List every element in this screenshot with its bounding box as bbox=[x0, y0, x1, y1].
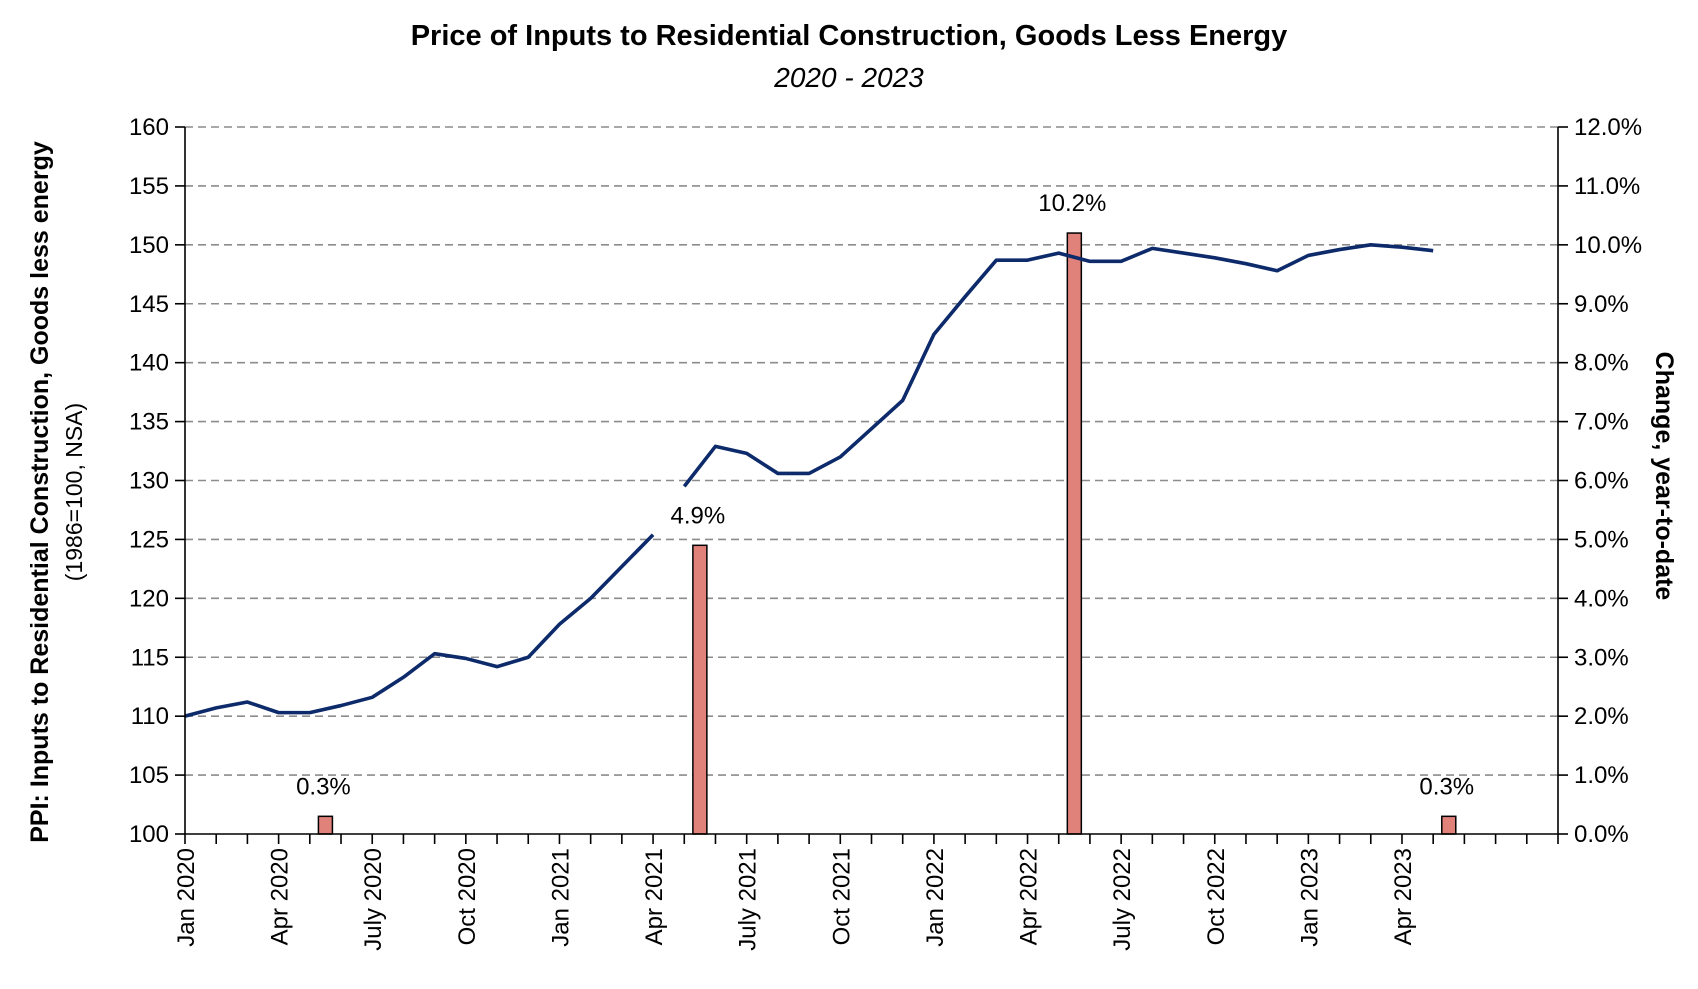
chart-subtitle: 2020 - 2023 bbox=[774, 62, 924, 93]
x-tick-label: Oct 2022 bbox=[1203, 848, 1230, 945]
bar-series bbox=[317, 232, 1457, 835]
x-tick-label: Apr 2022 bbox=[1016, 848, 1043, 945]
bar bbox=[692, 544, 708, 835]
y2-tick-label: 6.0% bbox=[1574, 468, 1629, 495]
bar bbox=[317, 815, 334, 835]
line-series bbox=[184, 243, 1434, 718]
y2-axis-title: Change, year-to-date bbox=[1650, 352, 1678, 601]
price-index-line bbox=[184, 533, 655, 718]
y-tick-label: 125 bbox=[129, 526, 169, 553]
y2-tick-label: 9.0% bbox=[1574, 291, 1629, 318]
y-tick-label: 160 bbox=[129, 114, 169, 141]
y2-tick-label: 5.0% bbox=[1574, 526, 1629, 553]
x-tick-label: Jan 2022 bbox=[922, 848, 949, 947]
bar bbox=[1441, 815, 1457, 835]
y-tick-label: 145 bbox=[129, 291, 169, 318]
y2-tick-label: 4.0% bbox=[1574, 585, 1629, 612]
bar-data-label: 4.9% bbox=[671, 502, 726, 529]
y-tick-label: 150 bbox=[129, 232, 169, 259]
x-tick-label: July 2021 bbox=[735, 848, 762, 951]
x-tick-label: Jan 2020 bbox=[173, 848, 200, 947]
axes: 100 0.0% 105 1.0% 110 2.0% 115 3.0% 120 4.0% 125 5.… bbox=[129, 114, 1642, 951]
y2-tick-label: 2.0% bbox=[1574, 703, 1629, 730]
y-tick-label: 100 bbox=[129, 821, 169, 848]
y-tick-label: 110 bbox=[131, 703, 169, 730]
x-tick-label: Apr 2020 bbox=[267, 848, 294, 945]
x-tick-label: Oct 2021 bbox=[828, 848, 855, 945]
y-axis-title: PPI: Inputs to Residential Construction,… bbox=[26, 141, 54, 843]
y-axis-subtitle: (1986=100, NSA) bbox=[61, 403, 87, 581]
y2-tick-label: 3.0% bbox=[1574, 644, 1629, 671]
y-tick-label: 135 bbox=[129, 409, 169, 436]
y2-tick-label: 1.0% bbox=[1574, 762, 1629, 789]
y2-tick-label: 8.0% bbox=[1574, 350, 1629, 377]
y2-tick-label: 0.0% bbox=[1574, 821, 1629, 848]
y-tick-label: 155 bbox=[129, 173, 169, 200]
x-tick-label: Apr 2021 bbox=[641, 848, 668, 945]
bar bbox=[1066, 232, 1083, 835]
gridlines bbox=[185, 126, 1558, 776]
x-tick-label: Apr 2023 bbox=[1390, 848, 1417, 945]
x-tick-label: Jan 2021 bbox=[547, 848, 574, 947]
data-labels: 0.3% 4.9% 10.2% 0.3% bbox=[296, 190, 1474, 800]
y-tick-label: 115 bbox=[131, 644, 169, 671]
y-tick-label: 130 bbox=[129, 468, 169, 495]
y-tick-label: 140 bbox=[129, 350, 169, 377]
y-tick-label: 105 bbox=[129, 762, 169, 789]
price-index-line bbox=[682, 243, 1434, 488]
x-tick-label: July 2020 bbox=[360, 848, 387, 951]
bar-data-label: 0.3% bbox=[296, 773, 351, 800]
x-tick-label: Oct 2020 bbox=[454, 848, 481, 945]
bar-data-label: 10.2% bbox=[1038, 190, 1106, 217]
y-tick-label: 120 bbox=[129, 585, 169, 612]
y2-tick-label: 12.0% bbox=[1574, 114, 1642, 141]
y2-tick-label: 11.0% bbox=[1574, 173, 1640, 200]
x-tick-label: July 2022 bbox=[1109, 848, 1136, 951]
chart-title: Price of Inputs to Residential Construct… bbox=[410, 20, 1288, 52]
y2-tick-label: 7.0% bbox=[1574, 409, 1629, 436]
y2-tick-label: 10.0% bbox=[1574, 232, 1642, 259]
x-tick-label: Jan 2023 bbox=[1296, 848, 1323, 947]
bar-data-label: 0.3% bbox=[1419, 773, 1474, 800]
